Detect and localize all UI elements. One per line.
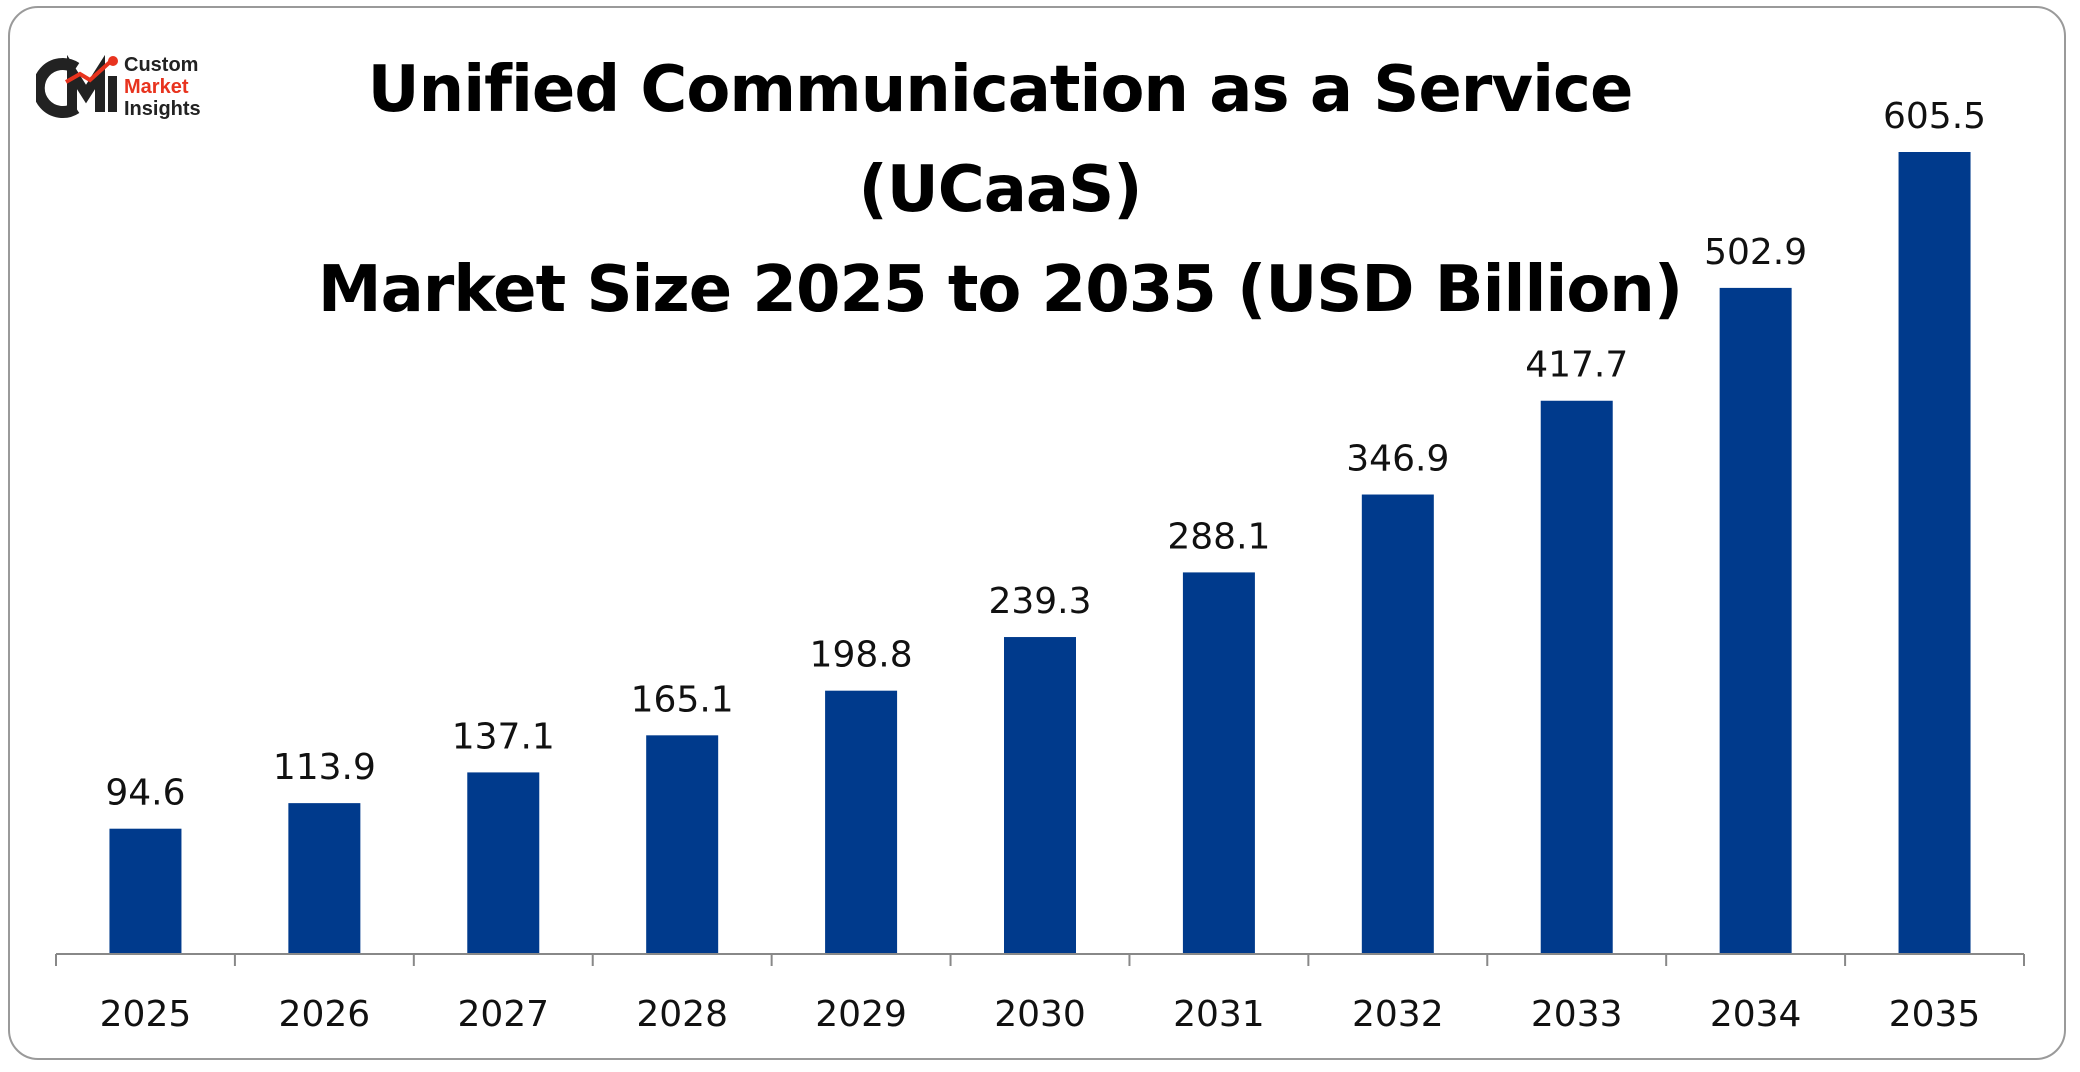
bar-2027 [467,772,540,954]
logo-text-insights: Insights [124,98,201,120]
value-label-2025: 94.6 [105,773,185,814]
bar-2030 [1004,637,1076,954]
bar-2029 [825,690,898,954]
bar-2025 [109,828,182,954]
x-tick-label-2033: 2033 [1531,994,1623,1035]
chart-title-line-2: Market Size 2025 to 2035 (USD Billion) [317,253,1683,327]
logo-text-market: Market [124,76,189,98]
value-label-2034: 502.9 [1704,232,1807,273]
logo-text-custom: Custom [124,54,199,76]
bars-layer [109,152,1971,955]
x-tick-label-2035: 2035 [1889,994,1981,1035]
bar-2032 [1361,494,1434,954]
value-label-2033: 417.7 [1525,345,1628,386]
bar-2034 [1719,287,1792,955]
value-label-2035: 605.5 [1883,96,1986,137]
value-labels-layer: 94.6 113.9 137.1 165.1 198.8 239.3 288.1 346.9 4… [105,96,1986,814]
cmi-logo-mark-icon [32,54,118,118]
value-label-2030: 239.3 [988,581,1091,622]
chart-title-line-1: Unified Communication as a Service (UCaa… [367,53,1634,227]
bar-2028 [646,735,719,954]
value-label-2029: 198.8 [810,635,913,676]
bar-2026 [288,803,361,954]
value-label-2026: 113.9 [273,747,376,788]
x-tick-label-2026: 2026 [279,994,371,1035]
x-axis: 2025 2026 2027 2028 2029 2030 2031 2032 2033 2034… [55,953,2025,1035]
bar-2033 [1540,400,1613,954]
x-tick-label-2030: 2030 [994,994,1086,1035]
value-label-2027: 137.1 [452,716,555,757]
x-tick-label-2029: 2029 [815,994,907,1035]
value-label-2031: 288.1 [1167,516,1270,557]
chart-title: Unified Communication as a Service (UCaa… [220,40,1780,340]
value-label-2028: 165.1 [631,679,734,720]
x-tick-label-2032: 2032 [1352,994,1444,1035]
bar-2031 [1182,572,1255,954]
x-tick-label-2028: 2028 [636,994,728,1035]
bar-2035 [1898,152,1971,954]
x-tick-label-2027: 2027 [457,994,549,1035]
value-label-2032: 346.9 [1346,439,1449,480]
x-tick-label-2034: 2034 [1710,994,1802,1035]
x-tick-label-2031: 2031 [1173,994,1265,1035]
cmi-logo: Custom Market Insights [32,52,216,124]
x-tick-label-2025: 2025 [100,994,192,1035]
